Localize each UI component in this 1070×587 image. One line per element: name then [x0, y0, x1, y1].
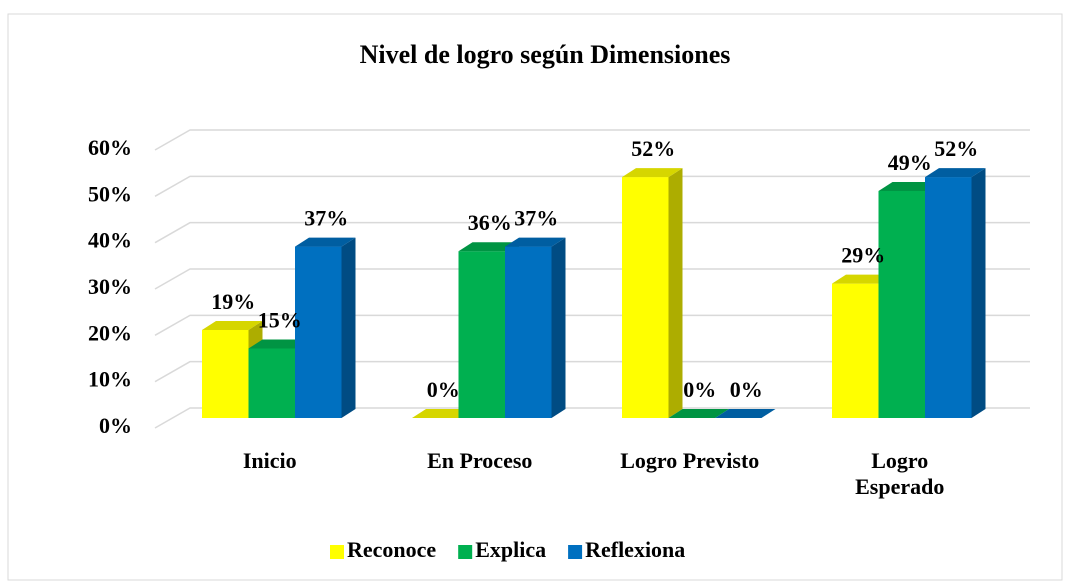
- grid-line: [154, 360, 1030, 383]
- grid-line: [154, 268, 1030, 290]
- legend-label: Reconoce: [347, 537, 436, 562]
- y-tick-label: 50%: [88, 181, 132, 206]
- y-tick-label: 60%: [88, 135, 132, 160]
- data-label: 19%: [211, 289, 255, 314]
- legend-swatch: [568, 545, 583, 559]
- bar-top: [668, 409, 729, 418]
- bar-top: [295, 237, 356, 247]
- data-label: 52%: [934, 136, 978, 161]
- bar-top: [248, 339, 309, 349]
- grid-line: [154, 314, 1030, 336]
- y-tick-label: 10%: [88, 367, 132, 392]
- bar-side: [341, 237, 356, 418]
- bar: [458, 251, 505, 418]
- legend-swatch: [458, 545, 473, 559]
- bar-top: [412, 409, 473, 418]
- x-tick-label: Logro Previsto: [620, 448, 760, 473]
- bar: [622, 177, 669, 418]
- legend-swatch: [330, 545, 344, 559]
- data-label: 49%: [888, 150, 932, 175]
- y-tick-label: 0%: [99, 413, 132, 438]
- bar-top: [622, 168, 683, 178]
- bar: [295, 246, 342, 418]
- grid-line: [154, 221, 1030, 244]
- bar: [202, 329, 249, 418]
- data-label: 0%: [427, 377, 460, 402]
- grid-line: [154, 129, 1030, 151]
- legend-label: Explica: [475, 537, 546, 562]
- bar: [925, 177, 972, 418]
- grid-line: [154, 175, 1030, 197]
- bar-top: [202, 320, 263, 330]
- bar-top: [832, 274, 893, 284]
- y-tick-label: 40%: [88, 228, 132, 253]
- data-label: 37%: [514, 206, 558, 231]
- data-label: 0%: [683, 377, 716, 402]
- data-label: 15%: [258, 308, 302, 333]
- bar-top: [878, 181, 939, 191]
- bar-top: [925, 168, 986, 178]
- data-label: 37%: [304, 206, 348, 231]
- x-tick-label: Logro Esperado: [855, 448, 945, 499]
- bar: [832, 283, 879, 418]
- y-tick-label: 20%: [88, 320, 132, 345]
- chart-title: Nivel de logro según Dimensiones: [360, 40, 731, 69]
- bar-side: [551, 237, 566, 418]
- bar-top: [458, 242, 519, 252]
- data-label: 36%: [468, 210, 512, 235]
- bar-top: [505, 237, 566, 247]
- x-tick-label: En Proceso: [427, 448, 533, 473]
- legend-label: Reflexiona: [585, 537, 685, 562]
- bar-top: [715, 409, 776, 418]
- bar-side: [971, 168, 986, 418]
- bar: [505, 246, 552, 418]
- grid-line: [154, 407, 1030, 429]
- bar-side: [668, 168, 683, 418]
- data-label: 29%: [841, 243, 885, 268]
- data-label: 0%: [730, 377, 763, 402]
- data-label: 52%: [631, 136, 675, 161]
- bar: [248, 348, 295, 418]
- x-tick-label: Inicio: [242, 448, 297, 473]
- bar: [878, 190, 925, 418]
- y-tick-label: 30%: [88, 274, 132, 299]
